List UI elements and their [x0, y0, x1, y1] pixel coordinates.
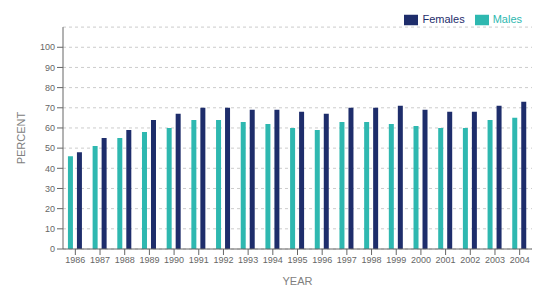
svg-text:100: 100 [40, 42, 55, 52]
svg-text:0: 0 [50, 244, 55, 254]
svg-text:1992: 1992 [213, 255, 233, 265]
svg-text:1991: 1991 [189, 255, 209, 265]
svg-text:2001: 2001 [436, 255, 456, 265]
svg-text:1997: 1997 [337, 255, 357, 265]
svg-text:1986: 1986 [65, 255, 85, 265]
svg-text:20: 20 [45, 204, 55, 214]
svg-text:1998: 1998 [362, 255, 382, 265]
svg-text:30: 30 [45, 184, 55, 194]
svg-text:2003: 2003 [485, 255, 505, 265]
svg-text:1999: 1999 [386, 255, 406, 265]
svg-text:60: 60 [45, 123, 55, 133]
svg-text:1994: 1994 [263, 255, 283, 265]
svg-text:1988: 1988 [115, 255, 135, 265]
svg-text:1993: 1993 [238, 255, 258, 265]
svg-text:90: 90 [45, 63, 55, 73]
svg-text:10: 10 [45, 224, 55, 234]
html-text:Males: Males [492, 13, 522, 25]
svg-text:1990: 1990 [164, 255, 184, 265]
svg-text:YEAR: YEAR [283, 275, 313, 287]
svg-text:2000: 2000 [411, 255, 431, 265]
svg-text:2002: 2002 [460, 255, 480, 265]
svg-text:50: 50 [45, 143, 55, 153]
svg-text:70: 70 [45, 103, 55, 113]
svg-text:PERCENT: PERCENT [15, 111, 27, 164]
svg-text:1996: 1996 [312, 255, 332, 265]
svg-text:80: 80 [45, 83, 55, 93]
svg-text:40: 40 [45, 164, 55, 174]
svg-text:1987: 1987 [90, 255, 110, 265]
svg-text:1989: 1989 [139, 255, 159, 265]
svg-text:2004: 2004 [510, 255, 530, 265]
html-text:Females: Females [422, 13, 465, 25]
svg-text:1995: 1995 [287, 255, 307, 265]
